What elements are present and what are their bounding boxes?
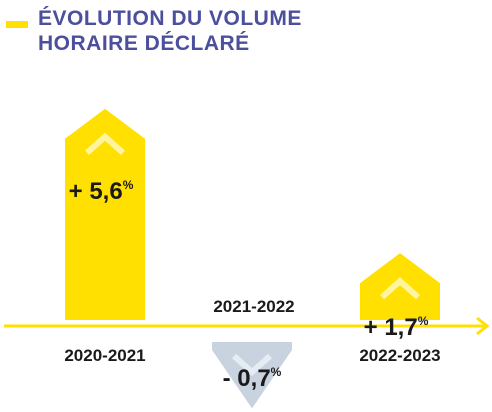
title-line-2: HORAIRE DÉCLARÉ: [38, 32, 250, 55]
category-label: 2020-2021: [64, 346, 145, 365]
bar-2020-2021: [65, 108, 145, 320]
title-line-1: ÉVOLUTION DU VOLUME: [38, 7, 302, 30]
value-label: - 0,7%: [223, 365, 282, 392]
chevron-up-icon: [380, 277, 420, 300]
chevron-up-icon: [85, 132, 125, 156]
value-label: + 1,7%: [364, 314, 429, 341]
title-dash: [6, 21, 28, 28]
category-label: 2021-2022: [213, 297, 294, 316]
category-label: 2022-2023: [359, 346, 440, 365]
bar-2022-2023: [360, 253, 440, 320]
axis-arrow-icon: [476, 316, 490, 336]
chevron-down-icon: [232, 353, 272, 377]
chart-title: ÉVOLUTION DU VOLUME HORAIRE DÉCLARÉ: [6, 6, 302, 56]
value-label: + 5,6%: [69, 178, 134, 205]
